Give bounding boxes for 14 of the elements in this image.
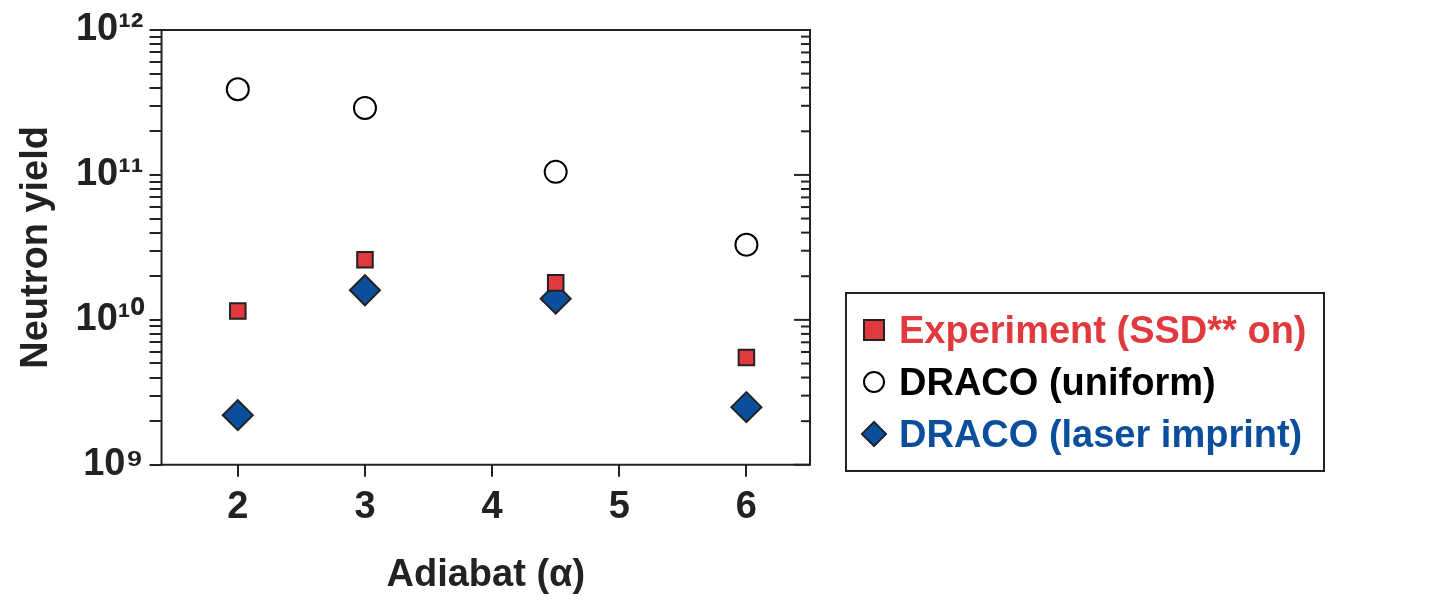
legend-label: DRACO (laser imprint) [899, 412, 1303, 457]
y-tick-label: 10¹⁰ [75, 296, 145, 339]
y-tick-label: 10¹¹ [75, 151, 144, 194]
x-tick-label: 3 [354, 484, 376, 527]
y-tick-label: 10⁹ [83, 441, 144, 484]
y-tick-label: 10¹² [75, 6, 144, 49]
x-tick-label: 5 [608, 484, 630, 527]
legend-label: DRACO (uniform) [899, 360, 1216, 405]
y-axis-title: Neutron yield [13, 125, 56, 369]
x-tick-label: 4 [481, 484, 503, 527]
legend-label: Experiment (SSD** on) [899, 308, 1307, 353]
x-tick-label: 6 [735, 484, 757, 527]
x-tick-label: 2 [227, 484, 249, 527]
x-axis-title: Adiabat (α) [386, 551, 586, 594]
